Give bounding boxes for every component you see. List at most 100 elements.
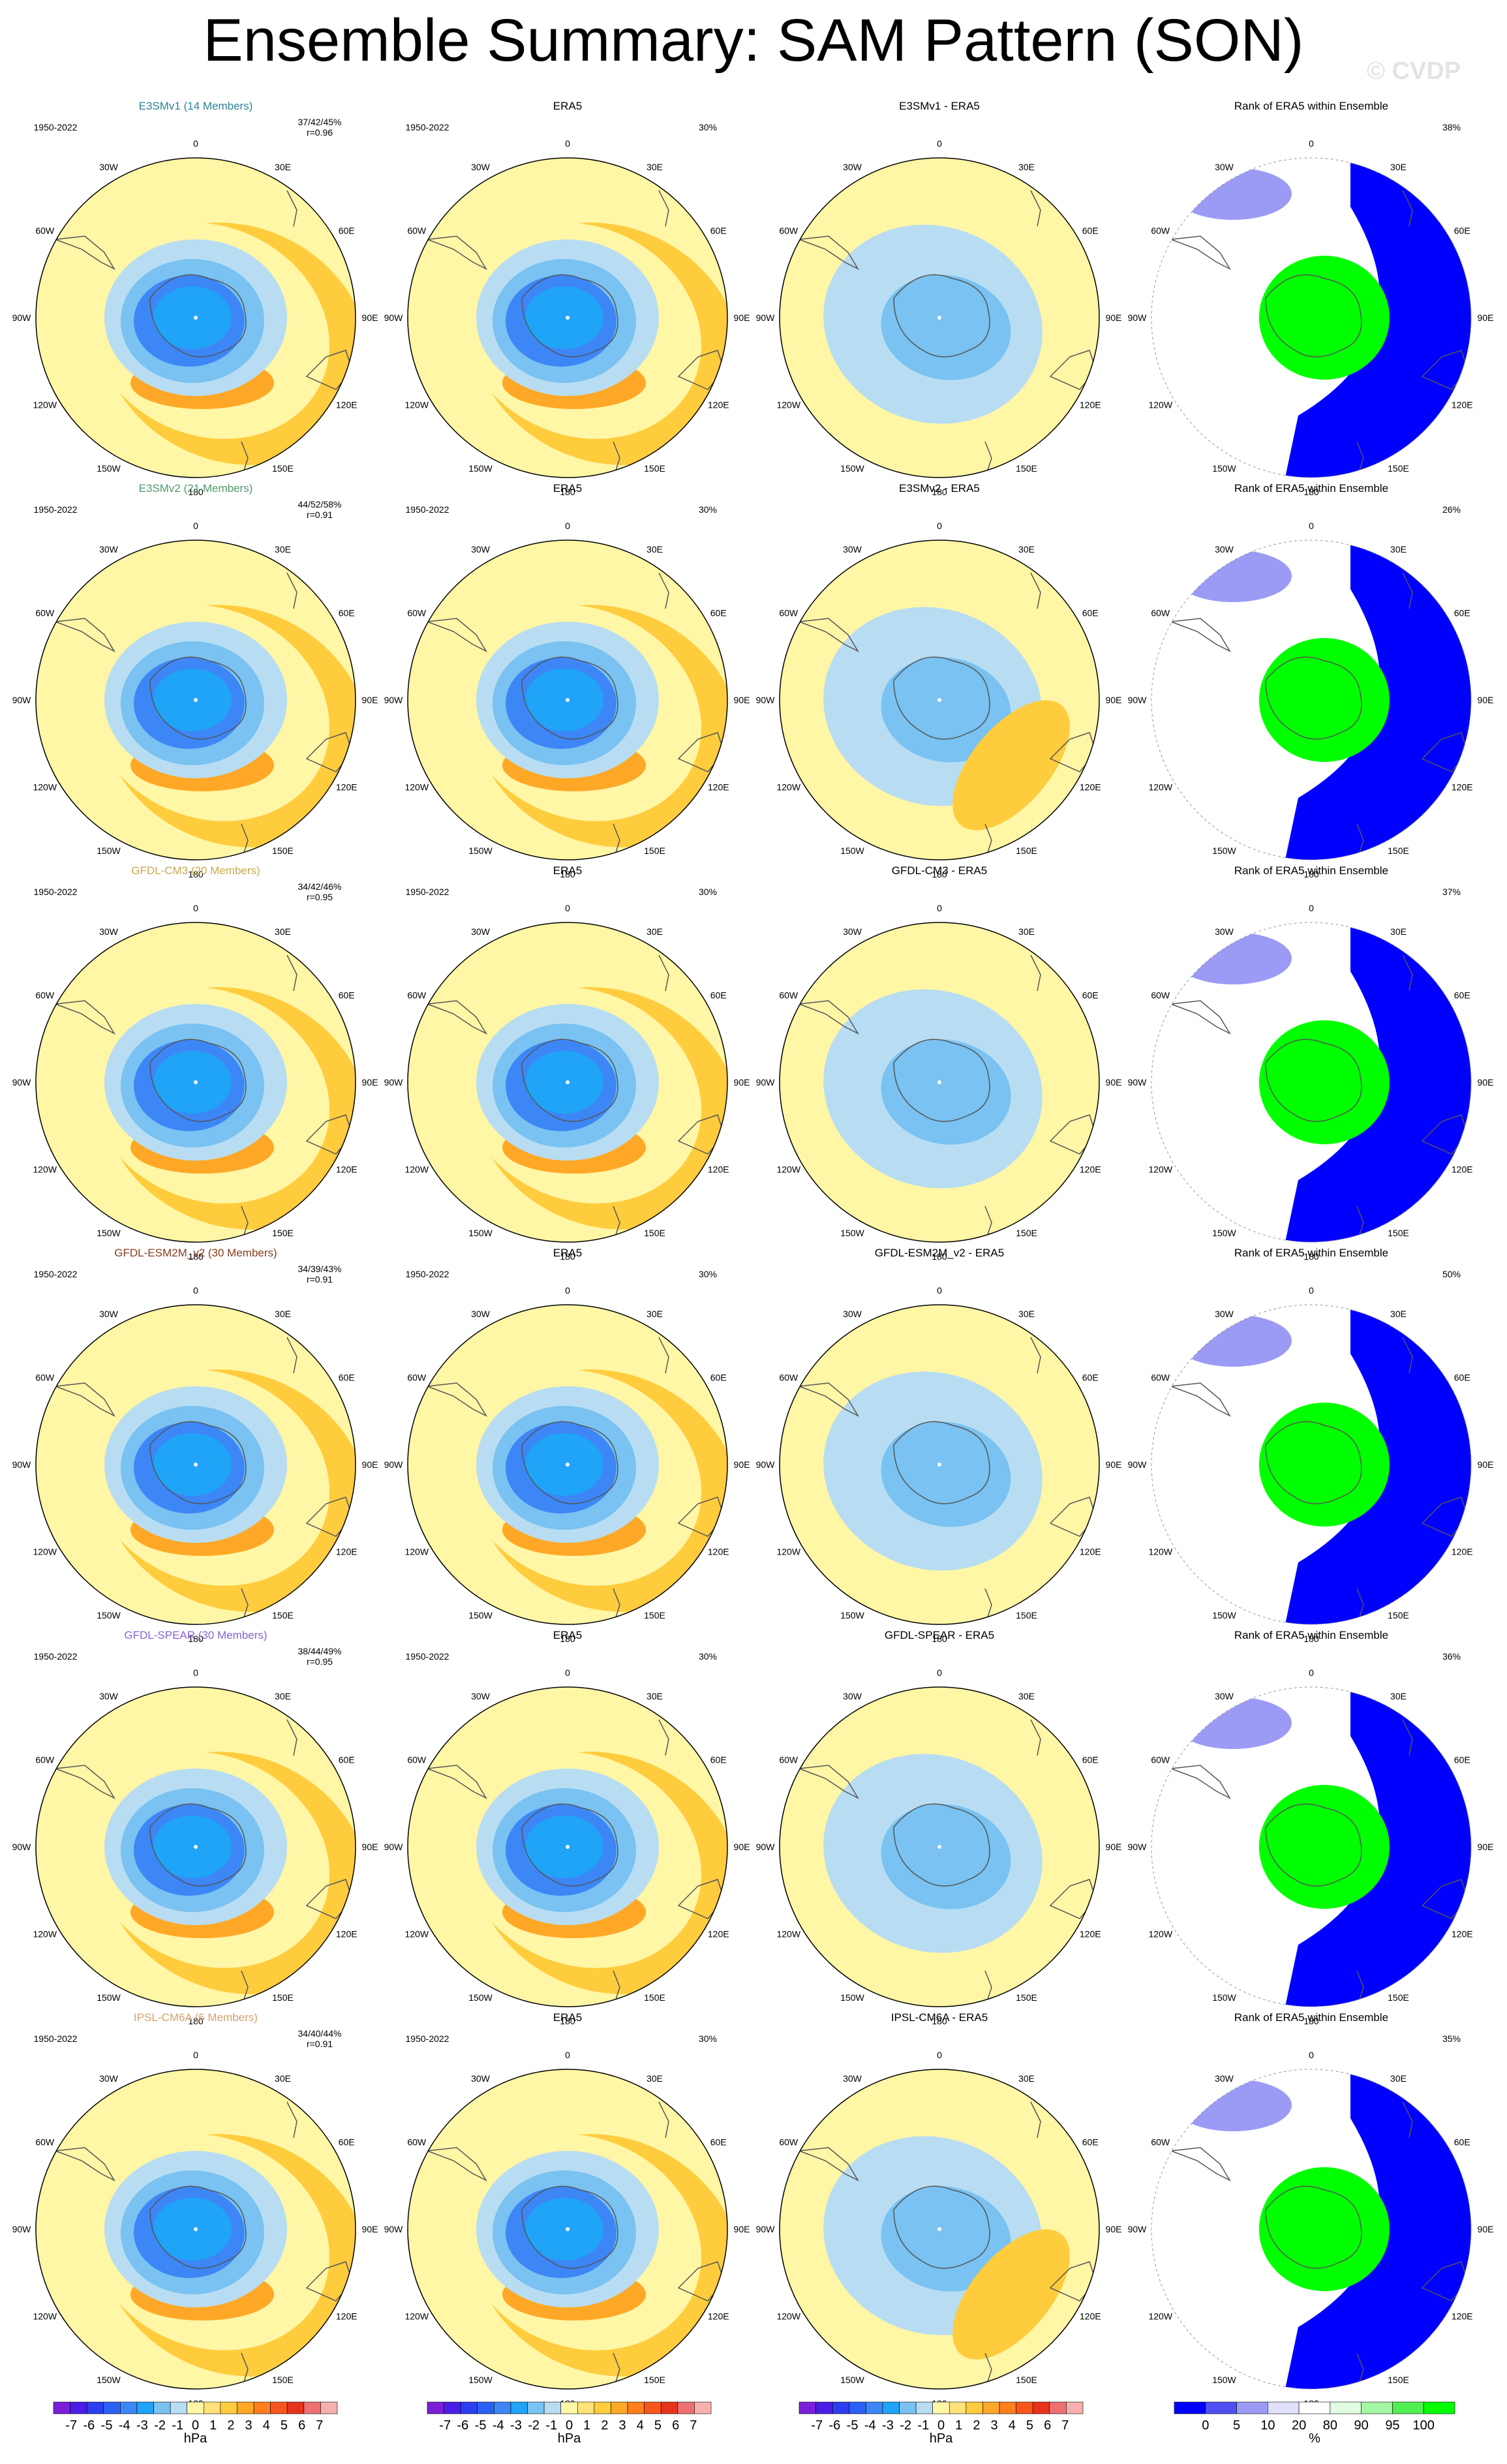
longitude-label: 150W	[840, 463, 864, 474]
australia-coastline	[677, 2261, 725, 2302]
longitude-label: 30W	[471, 1309, 491, 1319]
longitude-label: 150W	[1212, 845, 1236, 856]
africa-coastline	[1402, 1719, 1413, 1756]
longitude-label: 0	[193, 2050, 198, 2060]
africa-coastline	[1030, 190, 1041, 227]
longitude-label: 30W	[99, 1309, 119, 1319]
map-boundary	[407, 1686, 728, 2007]
longitude-label: 150E	[272, 2375, 294, 2385]
longitude-label: 60W	[35, 990, 55, 1001]
longitude-label: 30W	[843, 2073, 862, 2084]
new-zealand-coastline	[1356, 1206, 1364, 1240]
longitude-label: 120E	[708, 1547, 729, 1557]
new-zealand-coastline	[984, 2352, 992, 2386]
longitude-label: 30W	[471, 544, 491, 555]
longitude-label: 90W	[384, 2224, 404, 2234]
map-fill	[408, 1305, 727, 1624]
map-fill	[408, 2069, 727, 2389]
south-america-coastline	[1170, 1000, 1231, 1035]
colorbar-swatch	[694, 2401, 712, 2414]
panel-title: GFDL-ESM2M_v2 - ERA5	[875, 1247, 1004, 1259]
longitude-label: 30E	[647, 1309, 663, 1319]
australia-coastline	[1049, 2261, 1097, 2302]
longitude-label: 180	[1303, 869, 1319, 879]
longitude-label: 150W	[468, 1228, 493, 1238]
longitude-label: 150W	[1212, 463, 1236, 474]
colorbar-tick-label: -1	[917, 2418, 929, 2433]
australia-coastline	[1421, 1114, 1469, 1155]
map-fill	[408, 922, 727, 1242]
new-zealand-coastline	[1356, 441, 1364, 475]
colorbar-tick-label: 6	[1044, 2418, 1051, 2433]
pole-marker	[194, 1080, 198, 1084]
map-boundary	[1151, 157, 1472, 478]
longitude-label: 30E	[1390, 1691, 1407, 1701]
longitude-label: 120E	[1452, 400, 1473, 410]
panel-title: E3SMv2 (21 Members)	[139, 482, 253, 494]
longitude-label: 30W	[1215, 1691, 1234, 1701]
longitude-label: 0	[937, 1285, 942, 1296]
longitude-label: 30E	[1390, 1309, 1407, 1319]
cvdp-watermark: © CVDP	[1367, 57, 1461, 85]
australia-coastline	[305, 1114, 353, 1155]
map-boundary	[779, 922, 1100, 1243]
australia-coastline	[305, 350, 353, 390]
south-america-coastline	[55, 1000, 115, 1035]
new-zealand-coastline	[984, 1970, 992, 2004]
panel-title: ERA5	[553, 864, 582, 877]
period-label: 1950-2022	[34, 122, 78, 132]
south-america-coastline	[427, 1382, 487, 1417]
negative-anomaly	[881, 1422, 1011, 1527]
colorbar-tick-label: 2	[227, 2418, 234, 2433]
longitude-label: 90W	[1128, 1459, 1148, 1470]
panel-title: ERA5	[553, 2011, 582, 2024]
longitude-label: 150E	[1388, 463, 1409, 474]
colorbar-tick-label: -7	[65, 2418, 77, 2433]
rank-fill	[1151, 1305, 1471, 1624]
colorbar-tick-label: 5	[1233, 2418, 1240, 2433]
rank-low-region	[1259, 638, 1390, 762]
period-label: 1950-2022	[34, 1651, 78, 1662]
panel-title: GFDL-SPEAR - ERA5	[885, 1629, 994, 1641]
pole-marker	[937, 1463, 941, 1467]
map-boundary	[779, 540, 1100, 860]
new-zealand-coastline	[241, 2352, 249, 2386]
colorbar-pattern-2: -7 -6 -5 -4 -3 -2 -1 0 1 2 3 4 5 6 7 hPa	[427, 2401, 712, 2446]
panel-title: IPSL-CM6A (6 Members)	[134, 2011, 258, 2024]
longitude-label: 60E	[1454, 608, 1470, 618]
africa-coastline	[1030, 954, 1041, 992]
antarctica-coastline	[893, 274, 990, 357]
longitude-label: 30E	[647, 926, 663, 937]
rank-mid-region	[1174, 1315, 1292, 1367]
correlation-label: r=0.95	[307, 892, 333, 902]
longitude-label: 90W	[384, 695, 404, 705]
longitude-label: 60E	[339, 2137, 355, 2148]
longitude-label: 150E	[644, 1228, 665, 1238]
longitude-label: 120W	[404, 2311, 429, 2322]
colorbar-tick-label: 100	[1413, 2418, 1435, 2433]
longitude-label: 150E	[1016, 2375, 1037, 2385]
new-zealand-coastline	[1356, 2352, 1364, 2386]
longitude-label: 90W	[756, 312, 776, 323]
longitude-label: 0	[1309, 2050, 1314, 2060]
panel-difference-E3SMv2: E3SMv2 - ERA5 0 30E 60E 90E 120E 150E 180 150W 12…	[756, 482, 1122, 879]
pole-marker	[937, 1845, 941, 1849]
map-fill	[36, 1305, 356, 1624]
africa-coastline	[1030, 1719, 1041, 1756]
rank-low-region	[1259, 1020, 1390, 1144]
longitude-label: 60E	[710, 1755, 727, 1765]
longitude-label: 90W	[756, 1842, 776, 1852]
colorbar-swatch	[543, 2401, 562, 2414]
colorbar-swatch	[136, 2401, 154, 2414]
longitude-label: 60E	[339, 226, 355, 236]
rank-pct-label: 36%	[1442, 1651, 1461, 1662]
longitude-label: 120E	[708, 1164, 729, 1175]
pole-marker	[937, 1080, 941, 1084]
pole-marker	[937, 698, 941, 702]
longitude-label: 120W	[404, 1547, 429, 1557]
longitude-label: 90W	[384, 1077, 404, 1088]
longitude-label: 180	[560, 869, 575, 879]
longitude-label: 150W	[840, 845, 864, 856]
map-boundary	[407, 922, 728, 1243]
new-zealand-coastline	[984, 823, 992, 857]
